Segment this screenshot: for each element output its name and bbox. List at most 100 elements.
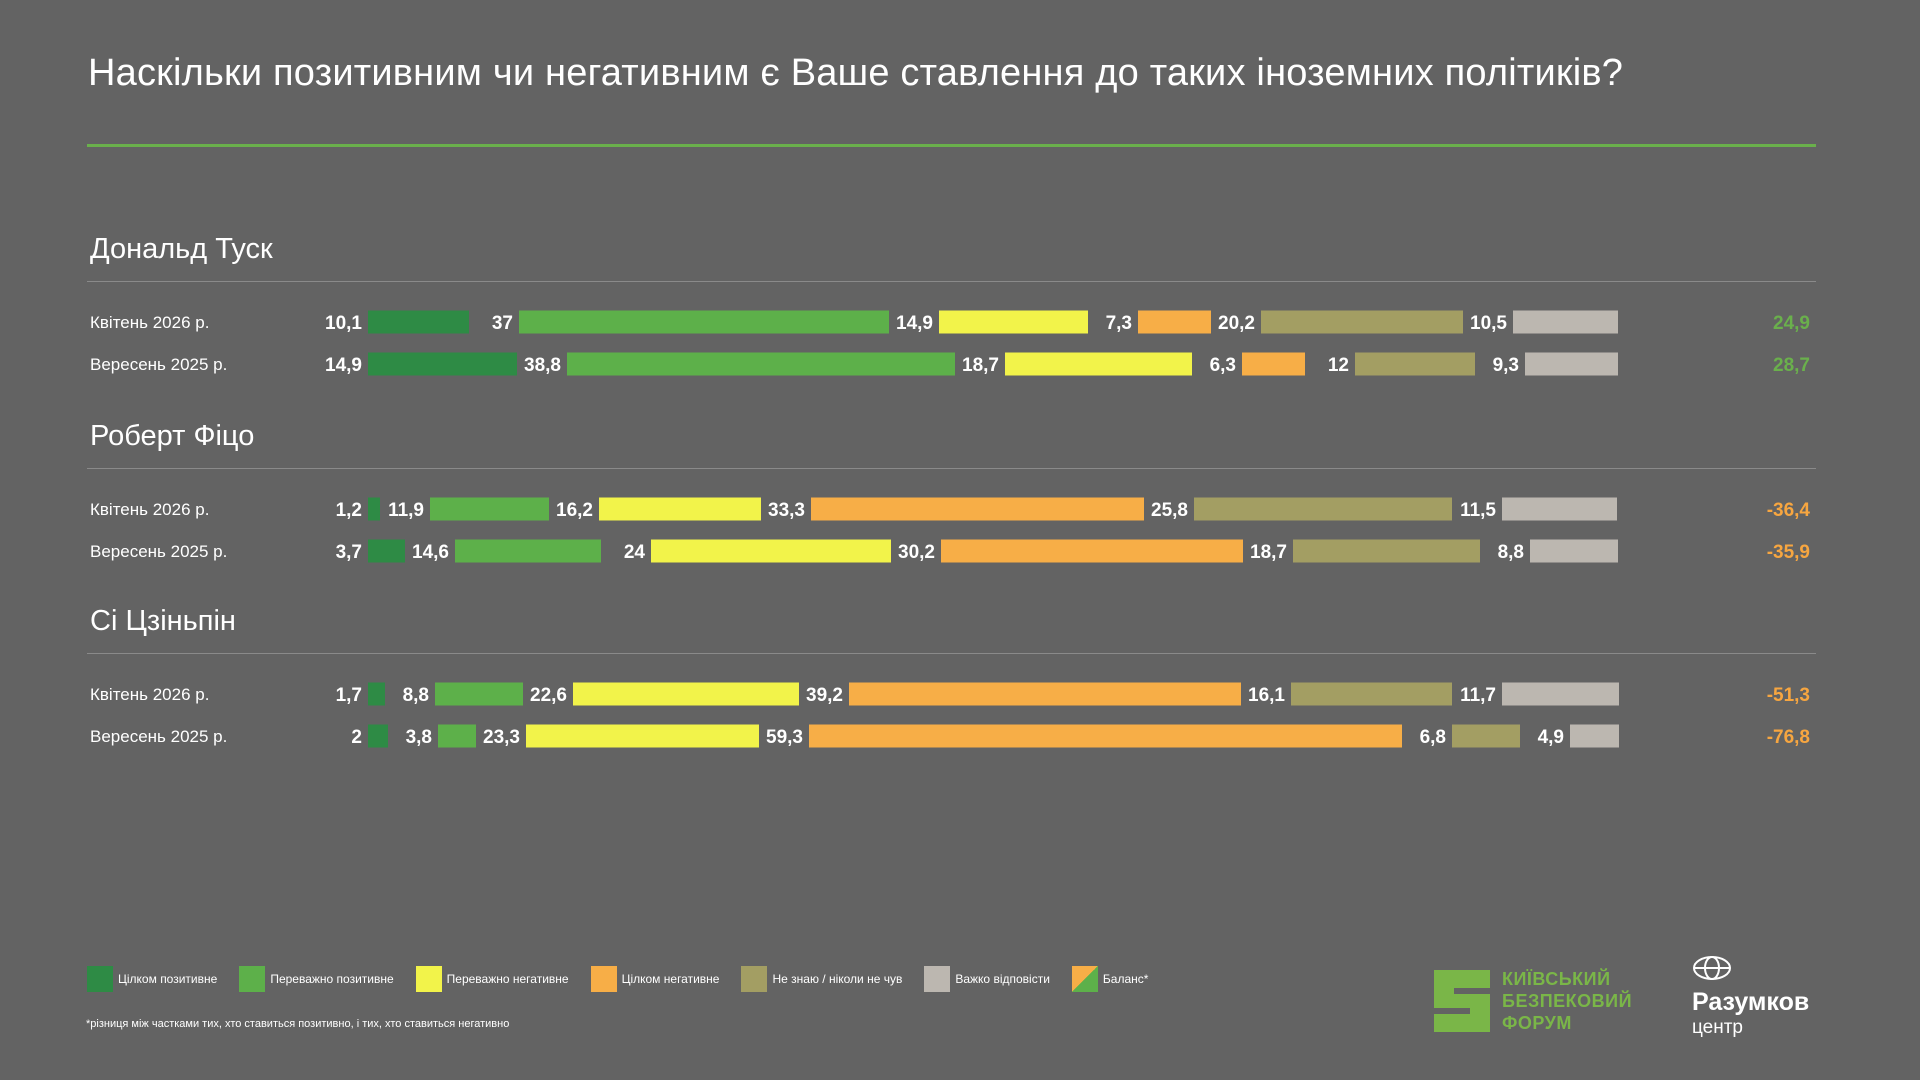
legend-swatch <box>741 966 768 992</box>
bar-segment-fully_negative <box>809 724 1402 748</box>
value-label: 18,7 <box>962 355 999 376</box>
value-label: 4,9 <box>1538 727 1564 748</box>
legend-swatch <box>239 966 266 992</box>
kbf-line-3: ФОРУМ <box>1502 1013 1572 1033</box>
bar-segment-hard_to_say <box>1513 310 1618 334</box>
footnote: *різниця між частками тих, хто ставиться… <box>86 1018 510 1030</box>
balance-value: -51,3 <box>1767 685 1810 706</box>
value-label: 8,8 <box>1498 542 1524 563</box>
value-label: 1,2 <box>336 500 362 521</box>
value-label: 37 <box>492 313 513 334</box>
razumkov-centre-logo: Разумков центр <box>1692 955 1832 1045</box>
bar-segment-fully_negative <box>811 497 1144 521</box>
value-label: 11,7 <box>1460 685 1496 706</box>
legend-swatch <box>590 966 617 992</box>
razumkov-sub: центр <box>1692 1017 1743 1038</box>
group-divider <box>87 281 1816 282</box>
legend-item-fully-positive: Цілком позитивне <box>87 966 217 992</box>
bar-segment-mostly_positive <box>519 310 889 334</box>
bar-segment-mostly_positive <box>435 682 523 706</box>
value-label: 10,5 <box>1470 313 1507 334</box>
legend-item-fully-negative: Цілком негативне <box>590 966 720 992</box>
value-label: 14,9 <box>325 355 362 376</box>
value-label: 14,6 <box>412 542 449 563</box>
page-title: Наскільки позитивним чи негативним є Ваш… <box>88 52 1624 94</box>
value-label: 7,3 <box>1106 313 1132 334</box>
value-label: 11,5 <box>1460 500 1496 521</box>
legend-label: Переважно позитивне <box>270 972 394 986</box>
legend-swatch <box>924 966 951 992</box>
value-label: 25,8 <box>1151 500 1188 521</box>
bar-segment-fully_positive <box>368 310 469 334</box>
balance-value: -35,9 <box>1767 542 1810 563</box>
value-label: 9,3 <box>1493 355 1519 376</box>
bar-segment-dont_know <box>1194 497 1452 521</box>
value-label: 14,9 <box>896 313 933 334</box>
bar-segment-hard_to_say <box>1570 724 1619 748</box>
group-title: Роберт Фіцо <box>90 420 254 452</box>
kbf-mark-icon <box>1434 970 1490 1032</box>
value-label: 24 <box>624 542 646 563</box>
bar-segment-mostly_negative <box>573 682 799 706</box>
bar-segment-dont_know <box>1261 310 1463 334</box>
value-label: 8,8 <box>403 685 429 706</box>
bar-segment-mostly_positive <box>567 352 955 376</box>
bar-segment-fully_negative <box>1242 352 1305 376</box>
value-label: 6,8 <box>1420 727 1446 748</box>
value-label: 1,7 <box>336 685 362 706</box>
value-label: 16,2 <box>556 500 593 521</box>
bar-segment-fully_positive <box>368 352 517 376</box>
legend-label: Цілком позитивне <box>118 972 218 986</box>
bar-segment-hard_to_say <box>1525 352 1618 376</box>
bar-segment-mostly_negative <box>599 497 761 521</box>
value-label: 33,3 <box>768 500 805 521</box>
razumkov-name: Разумков <box>1692 988 1810 1016</box>
bar-segment-fully_negative <box>849 682 1241 706</box>
group-title: Сі Цзіньпін <box>90 605 236 637</box>
kbf-line-2: БЕЗПЕКОВИЙ <box>1502 991 1633 1011</box>
balance-value: 28,7 <box>1773 355 1810 376</box>
group-title: Дональд Туск <box>90 233 273 265</box>
bar-segment-dont_know <box>1293 539 1480 563</box>
legend-label: Переважно негативне <box>446 972 569 986</box>
value-label: 2 <box>351 727 362 748</box>
group-divider <box>87 653 1816 654</box>
bar-segment-fully_negative <box>1138 310 1211 334</box>
legend-item-dont-know: Не знаю / ніколи не чув <box>741 966 902 992</box>
globe-icon <box>1693 956 1731 980</box>
legend-item-mostly-positive: Переважно позитивне <box>239 966 394 992</box>
bar-segment-hard_to_say <box>1502 682 1619 706</box>
value-label: 39,2 <box>806 685 843 706</box>
bar-segment-fully_negative <box>941 539 1243 563</box>
bar-segment-mostly_negative <box>1005 352 1192 376</box>
balance-value: -36,4 <box>1767 500 1811 521</box>
group-divider <box>87 468 1816 469</box>
value-label: 59,3 <box>766 727 803 748</box>
legend-label: Баланс* <box>1102 972 1149 986</box>
legend-item-mostly-negative: Переважно негативне <box>415 966 569 992</box>
value-label: 18,7 <box>1250 542 1287 563</box>
row-label: Вересень 2025 р. <box>90 542 227 561</box>
value-label: 38,8 <box>524 355 561 376</box>
bar-segment-fully_positive <box>368 724 388 748</box>
legend-swatch <box>87 966 113 992</box>
value-label: 22,6 <box>530 685 567 706</box>
value-label: 3,7 <box>336 542 362 563</box>
legend-item-hard-to-say: Важко відповісти <box>924 966 1050 992</box>
balance-value: -76,8 <box>1767 727 1810 748</box>
value-label: 12 <box>1328 355 1349 376</box>
bar-segment-fully_positive <box>368 539 405 563</box>
bar-segment-dont_know <box>1291 682 1452 706</box>
value-label: 6,3 <box>1210 355 1236 376</box>
bar-segment-mostly_negative <box>939 310 1088 334</box>
bar-segment-hard_to_say <box>1502 497 1617 521</box>
bar-segment-fully_positive <box>368 682 385 706</box>
kyiv-security-forum-logo: КИЇВСЬКИЙ БЕЗПЕКОВИЙ ФОРУМ <box>1430 966 1632 1036</box>
row-label: Квітень 2026 р. <box>90 685 209 704</box>
bar-segment-mostly_negative <box>526 724 759 748</box>
row-label: Вересень 2025 р. <box>90 355 227 374</box>
bar-segment-mostly_positive <box>438 724 476 748</box>
bar-segment-dont_know <box>1355 352 1475 376</box>
legend-label: Цілком негативне <box>621 972 720 986</box>
value-label: 23,3 <box>483 727 520 748</box>
